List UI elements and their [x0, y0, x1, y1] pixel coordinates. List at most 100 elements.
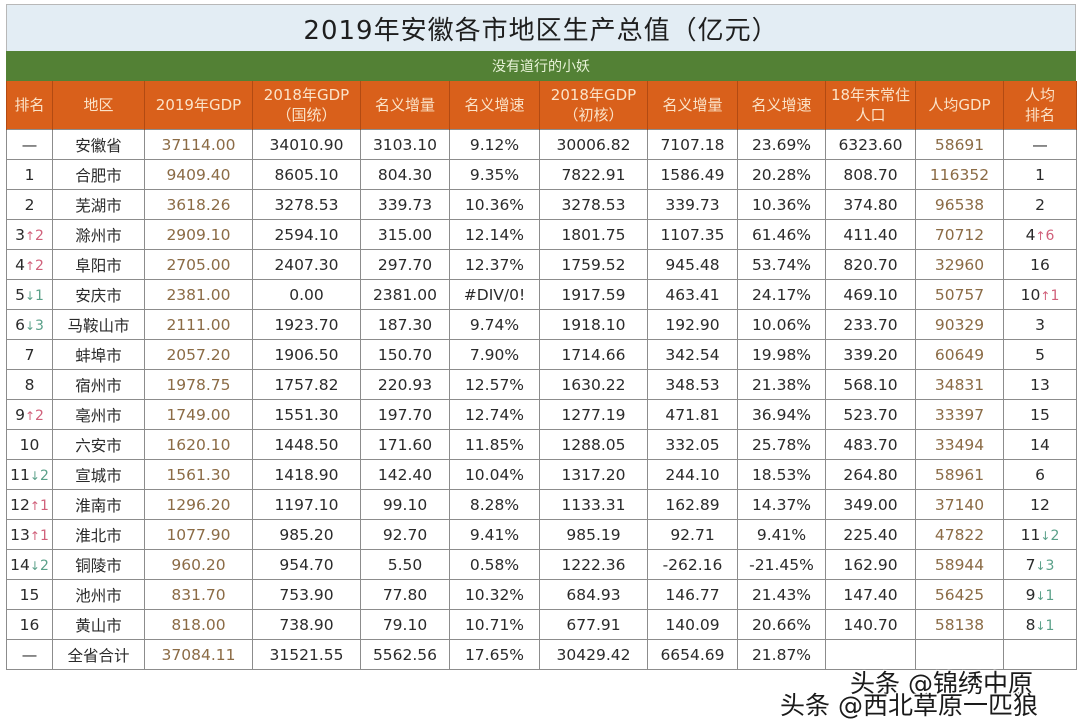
cell-per-capita-gdp: 58691 [915, 129, 1004, 160]
arrow-up-icon: ↑ [24, 258, 35, 273]
cell-population: 6323.60 [825, 129, 916, 160]
cell-growth-rate-2: 21.43% [737, 579, 826, 610]
cell-gdp2018-prelim: 30429.42 [539, 639, 648, 670]
cell-gdp2019: 1296.20 [144, 489, 253, 520]
cell-per-capita-rank: 10↑1 [1003, 279, 1077, 310]
cell-growth-rate: 17.65% [449, 639, 540, 670]
cell-rank: 14↓2 [6, 549, 53, 580]
table-row: 11↓2 宣城市 1561.30 1418.90 142.40 10.04% 1317.20… [6, 459, 1077, 490]
table-row: 10 六安市 1620.10 1448.50 171.60 11.85% 1288.05 33… [6, 429, 1077, 460]
col-header-per-capita-rank: 人均 排名 [1003, 81, 1077, 130]
cell-gdp2018-prelim: 1917.59 [539, 279, 648, 310]
cell-population: 162.90 [825, 549, 916, 580]
cell-region: 黄山市 [52, 609, 145, 640]
cell-growth-rate-2: 21.87% [737, 639, 826, 670]
cell-growth-rate-2: 10.36% [737, 189, 826, 220]
cell-growth-rate-2: 24.17% [737, 279, 826, 310]
cell-increment-2: 342.54 [647, 339, 738, 370]
cell-growth-rate: 12.37% [449, 249, 540, 280]
cell-population: 233.70 [825, 309, 916, 340]
rank-change: 2 [35, 257, 44, 274]
cell-growth-rate-2: 14.37% [737, 489, 826, 520]
arrow-up-icon: ↑ [24, 408, 35, 423]
cell-region: 淮北市 [52, 519, 145, 550]
cell-per-capita-gdp: 32960 [915, 249, 1004, 280]
cell-per-capita-rank: 3 [1003, 309, 1077, 340]
cell-region: 淮南市 [52, 489, 145, 520]
cell-rank: 8 [6, 369, 53, 400]
cell-per-capita-rank [1003, 639, 1077, 670]
cell-per-capita-rank: 6 [1003, 459, 1077, 490]
cell-per-capita-gdp: 90329 [915, 309, 1004, 340]
cell-growth-rate: 9.74% [449, 309, 540, 340]
cell-increment: 142.40 [360, 459, 450, 490]
cell-population: 339.20 [825, 339, 916, 370]
cell-gdp2018-prelim: 30006.82 [539, 129, 648, 160]
cell-gdp2019: 37084.11 [144, 639, 253, 670]
table-row: 1 合肥市 9409.40 8605.10 804.30 9.35% 7822.91 1586… [6, 159, 1077, 190]
cell-gdp2018-nbs: 1906.50 [252, 339, 361, 370]
arrow-down-icon: ↓ [1040, 528, 1051, 543]
cell-per-capita-gdp: 58961 [915, 459, 1004, 490]
rank-change: 2 [1050, 527, 1060, 544]
cell-growth-rate: 10.04% [449, 459, 540, 490]
cell-gdp2019: 960.20 [144, 549, 253, 580]
cell-growth-rate: #DIV/0! [449, 279, 540, 310]
cell-gdp2018-nbs: 954.70 [252, 549, 361, 580]
cell-region: 马鞍山市 [52, 309, 145, 340]
cell-gdp2018-nbs: 34010.90 [252, 129, 361, 160]
cell-per-capita-gdp: 37140 [915, 489, 1004, 520]
cell-gdp2018-nbs: 1197.10 [252, 489, 361, 520]
cell-increment: 92.70 [360, 519, 450, 550]
cell-per-capita-gdp: 34831 [915, 369, 1004, 400]
arrow-down-icon: ↓ [29, 558, 40, 573]
cell-rank: 1 [6, 159, 53, 190]
cell-gdp2018-prelim: 1222.36 [539, 549, 648, 580]
cell-per-capita-rank: — [1003, 129, 1077, 160]
arrow-up-icon: ↑ [29, 528, 40, 543]
cell-gdp2018-nbs: 0.00 [252, 279, 361, 310]
watermark-1: 头条 @锦绣中原 [850, 669, 1033, 698]
cell-region: 安徽省 [52, 129, 145, 160]
col-header-gdp2018-nbs: 2018年GDP （国统） [252, 81, 361, 130]
cell-growth-rate: 12.14% [449, 219, 540, 250]
cell-per-capita-rank: 4↑6 [1003, 219, 1077, 250]
cell-per-capita-gdp: 70712 [915, 219, 1004, 250]
cell-gdp2018-prelim: 1714.66 [539, 339, 648, 370]
cell-increment-2: -262.16 [647, 549, 738, 580]
cell-rank: 11↓2 [6, 459, 53, 490]
rank-change: 2 [39, 467, 49, 484]
cell-growth-rate-2: 19.98% [737, 339, 826, 370]
cell-population: 469.10 [825, 279, 916, 310]
cell-growth-rate: 10.36% [449, 189, 540, 220]
cell-region: 铜陵市 [52, 549, 145, 580]
cell-gdp2018-prelim: 1277.19 [539, 399, 648, 430]
cell-region: 亳州市 [52, 399, 145, 430]
cell-increment-2: 92.71 [647, 519, 738, 550]
cell-per-capita-rank: 2 [1003, 189, 1077, 220]
cell-gdp2019: 1978.75 [144, 369, 253, 400]
cell-gdp2019: 831.70 [144, 579, 253, 610]
cell-population: 411.40 [825, 219, 916, 250]
cell-increment-2: 348.53 [647, 369, 738, 400]
cell-population: 568.10 [825, 369, 916, 400]
cell-increment-2: 192.90 [647, 309, 738, 340]
rank-change: 1 [1045, 587, 1055, 604]
cell-growth-rate-2: 18.53% [737, 459, 826, 490]
arrow-up-icon: ↑ [1040, 288, 1051, 303]
cell-growth-rate: 7.90% [449, 339, 540, 370]
cell-growth-rate: 10.32% [449, 579, 540, 610]
cell-region: 池州市 [52, 579, 145, 610]
col-header-rank: 排名 [6, 81, 53, 130]
rank-change: 1 [1050, 287, 1060, 304]
cell-gdp2018-nbs: 31521.55 [252, 639, 361, 670]
arrow-down-icon: ↓ [1035, 558, 1046, 573]
cell-rank: — [6, 639, 53, 670]
cell-population: 140.70 [825, 609, 916, 640]
cell-growth-rate-2: 10.06% [737, 309, 826, 340]
arrow-down-icon: ↓ [1035, 618, 1046, 633]
cell-gdp2019: 1749.00 [144, 399, 253, 430]
cell-per-capita-rank: 16 [1003, 249, 1077, 280]
col-header-growth-rate: 名义增速 [449, 81, 540, 130]
cell-per-capita-gdp: 116352 [915, 159, 1004, 190]
